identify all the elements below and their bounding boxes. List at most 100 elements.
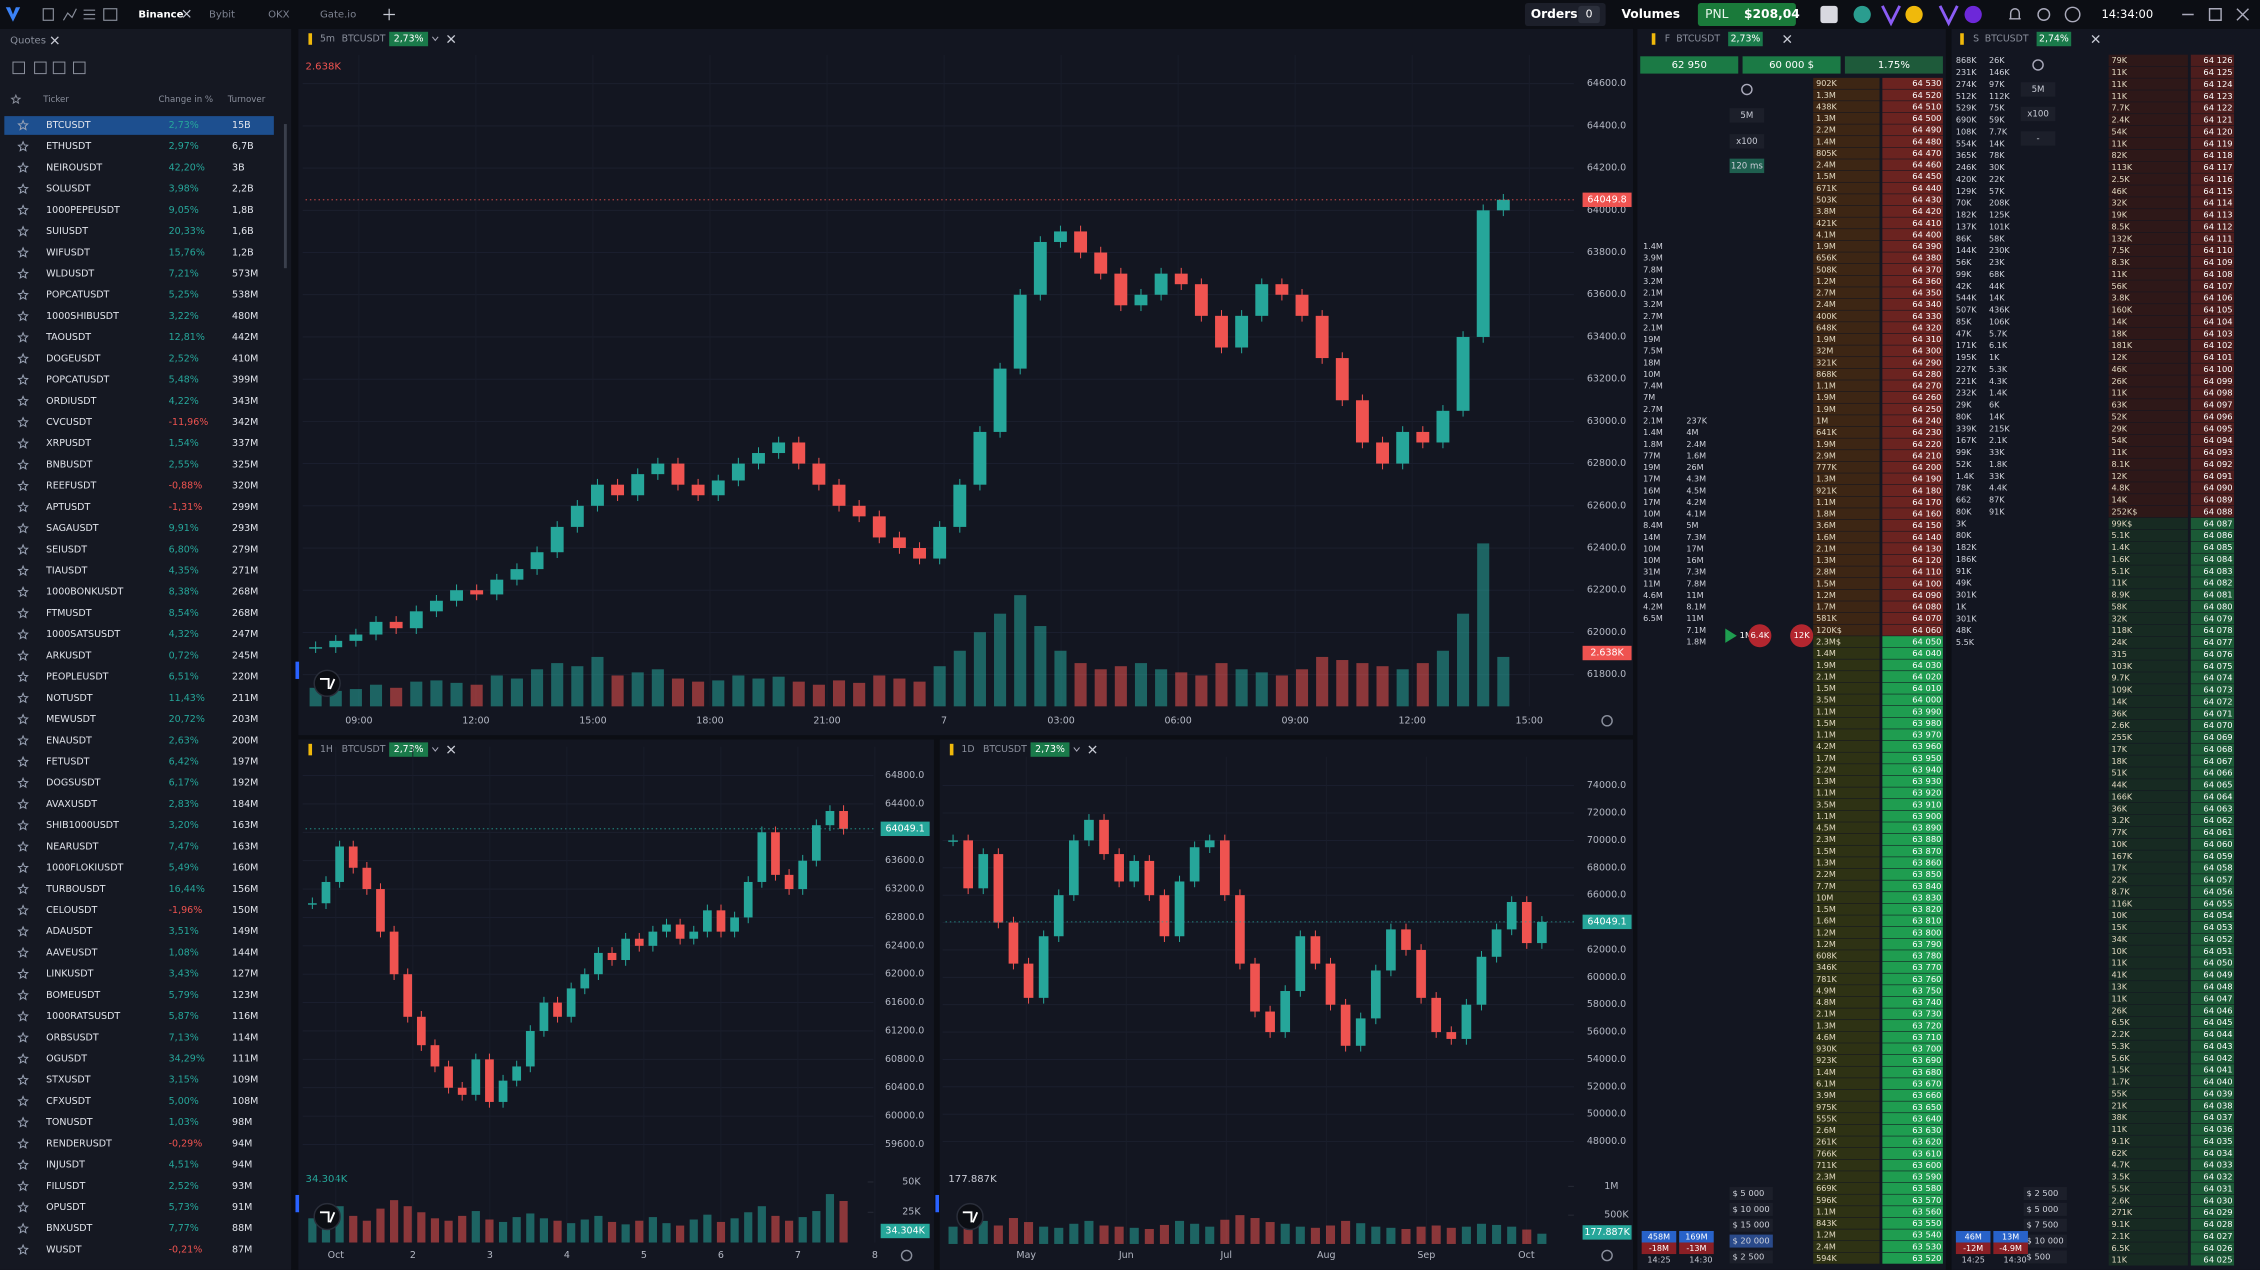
icon[interactable] [62,8,77,21]
close-icon[interactable] [447,745,456,754]
star-icon[interactable] [17,161,29,173]
ticker[interactable]: WLDUSDT [46,269,94,280]
star-icon[interactable] [17,395,29,407]
star-icon[interactable] [17,225,29,237]
tool-icon[interactable] [52,61,66,75]
add-tab[interactable] [383,8,395,21]
star-icon[interactable] [17,1052,29,1064]
dropdown-icon[interactable] [432,36,439,42]
settings-icon[interactable] [900,1249,913,1262]
ticker[interactable]: REEFUSDT [46,481,96,492]
ticker[interactable]: SEIUSDT [46,544,87,555]
ticker[interactable]: BOMEUSDT [46,990,100,1001]
ticker[interactable]: PEOPLEUSDT [46,672,109,683]
setting-button[interactable] [2020,106,2056,122]
amount-button[interactable] [2023,1202,2067,1216]
star-icon[interactable] [17,310,29,322]
ticker[interactable]: WIFUSDT [46,247,90,258]
star-icon[interactable] [17,564,29,577]
ticker[interactable]: POPCATUSDT [46,375,109,386]
star-icon[interactable] [17,204,29,216]
star-icon[interactable] [17,437,29,449]
star-icon[interactable] [17,352,29,364]
ticker[interactable]: APTUSDT [46,502,90,513]
pnl-box[interactable] [1697,2,1796,27]
star-icon[interactable] [17,1095,29,1107]
star-icon[interactable] [17,755,29,768]
timeframe[interactable]: 1D [961,744,974,755]
ticker[interactable]: FTMUSDT [46,608,92,619]
icon[interactable] [1964,5,1982,24]
ticker[interactable]: ETHUSDT [46,141,91,152]
star-icon[interactable] [17,904,29,916]
ticker[interactable]: SUIUSDT [46,226,88,237]
ticker[interactable]: MEWUSDT [46,714,96,725]
star-icon[interactable] [17,1073,29,1086]
ticker[interactable]: DOGSUSDT [46,778,100,789]
symbol[interactable]: BTCUSDT [342,744,386,755]
volumes-button[interactable]: Volumes [1621,7,1680,21]
column-header[interactable]: Turnover [227,95,266,105]
amount-button[interactable] [1729,1202,1773,1216]
star-icon[interactable] [17,840,29,852]
book-button[interactable] [1742,56,1841,74]
ticker[interactable]: 1000SATSUSDT [46,629,120,640]
ticker[interactable]: DOGEUSDT [46,353,100,364]
star-icon[interactable] [17,734,29,746]
star-icon[interactable] [17,946,29,958]
tool-icon[interactable] [34,61,47,75]
amount-button[interactable] [1729,1234,1773,1248]
close-tab[interactable] [182,9,191,18]
timeframe[interactable]: 5m [320,34,335,45]
star-icon[interactable] [17,289,29,301]
dropdown-icon[interactable] [1073,747,1080,752]
scrollbar[interactable] [283,124,287,269]
tab[interactable]: Gate.io [320,10,356,21]
star-icon[interactable] [17,1031,29,1043]
icon[interactable] [1938,5,1959,27]
ticker[interactable]: ADAUSDT [46,926,92,937]
tv-logo[interactable] [313,669,341,697]
star-icon[interactable] [17,861,29,874]
settings-icon[interactable] [2032,59,2044,71]
ticker[interactable]: AAVEUSDT [46,947,97,958]
star-icon[interactable] [17,1243,29,1255]
timeframe[interactable]: 1H [320,744,333,755]
amount-button[interactable] [2023,1218,2067,1232]
close-icon[interactable] [2091,34,2100,44]
star-icon[interactable] [17,649,29,662]
ticker[interactable]: CVCUSDT [46,417,92,428]
settings-icon[interactable] [2037,8,2051,21]
star-icon[interactable] [17,1010,29,1022]
star-icon[interactable] [17,246,29,258]
icon[interactable] [1905,5,1923,24]
ticker[interactable]: SAGAUSDT [46,523,99,534]
amount-button[interactable] [2023,1250,2067,1264]
ticker[interactable]: WUSDT [46,1244,82,1255]
symbol[interactable]: BTCUSDT [1676,34,1720,45]
close-icon[interactable] [1088,745,1097,754]
amount-button[interactable] [1729,1187,1773,1200]
ticker[interactable]: ENAUSDT [46,735,92,746]
star-icon[interactable] [17,1201,29,1213]
star-icon[interactable] [17,119,29,131]
tv-logo[interactable] [956,1202,984,1231]
tab[interactable]: Binance [138,10,183,21]
ticker[interactable]: XRPUSDT [46,438,91,449]
ticker[interactable]: 1000FLOKIUSDT [46,863,123,874]
star-icon[interactable] [17,373,29,386]
star-icon[interactable] [17,607,29,619]
icon[interactable] [1881,5,1901,27]
amount-button[interactable] [1729,1250,1773,1264]
close-icon[interactable] [447,34,456,44]
star-icon[interactable] [17,140,29,152]
ticker[interactable]: CFXUSDT [46,1096,91,1107]
amount-button[interactable] [2023,1234,2067,1248]
ticker[interactable]: SOLUSDT [46,184,91,195]
ticker[interactable]: SHIB1000USDT [46,820,119,831]
star-icon[interactable] [17,1222,29,1234]
ticker[interactable]: OPUSDT [46,1202,86,1213]
ticker[interactable]: 1000PEPEUSDT [46,205,120,216]
star-icon[interactable] [17,798,29,810]
scroll-handle[interactable] [295,1194,300,1213]
